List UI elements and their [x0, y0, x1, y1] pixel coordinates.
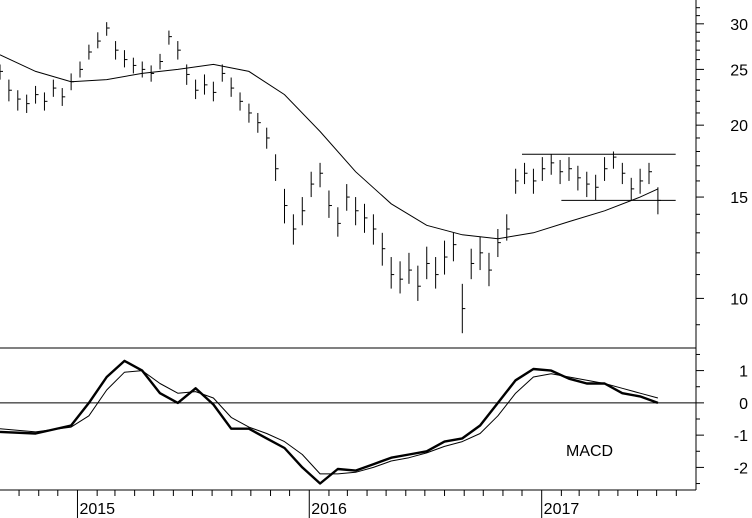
price-bar: [17, 90, 21, 111]
price-bar: [292, 214, 297, 245]
macd-signal-line: [0, 370, 659, 475]
price-panel: [0, 22, 676, 334]
price-bar: [515, 168, 519, 194]
price-bar: [221, 64, 226, 82]
price-bar: [452, 232, 457, 262]
price-bar: [203, 74, 208, 95]
price-y-tick-label: 25: [730, 62, 748, 79]
macd-y-tick-label: -2: [734, 460, 748, 477]
price-bar: [132, 57, 137, 74]
price-bar: [230, 77, 235, 97]
price-bar: [97, 32, 101, 49]
price-bar: [355, 197, 359, 226]
price-bar: [381, 232, 386, 266]
price-bar: [141, 61, 146, 78]
macd-annotation: MACD: [566, 443, 613, 460]
price-bar: [390, 257, 395, 289]
price-bar: [275, 154, 279, 181]
price-bar: [239, 92, 244, 111]
price-bar: [310, 171, 315, 198]
price-bar: [337, 207, 341, 237]
x-tick-label: 2017: [544, 501, 580, 518]
macd-panel: [0, 359, 696, 485]
price-bar: [630, 177, 635, 201]
price-bar: [372, 214, 377, 245]
macd-y-tick-label: -1: [734, 428, 748, 445]
price-bar: [79, 61, 84, 78]
price-bar: [248, 103, 252, 123]
price-bar: [426, 246, 430, 280]
price-bar: [604, 157, 608, 181]
price-bar: [639, 168, 644, 194]
price-bar: [328, 190, 332, 218]
moving-average-line: [0, 54, 659, 240]
price-bar: [532, 168, 537, 194]
price-bar: [408, 252, 412, 284]
price-bar: [488, 252, 492, 287]
price-bar: [346, 184, 350, 211]
price-bar: [417, 265, 421, 301]
price-bar: [550, 154, 555, 175]
price-bar: [195, 79, 199, 100]
price-bar: [150, 65, 155, 82]
price-bar: [470, 248, 475, 280]
price-bar: [43, 92, 48, 111]
price-bar: [461, 283, 466, 334]
price-bar: [648, 162, 653, 185]
macd-y-tick-label: 1: [739, 364, 748, 381]
x-tick-label: 2016: [311, 501, 347, 518]
price-bar: [115, 41, 119, 60]
price-bar: [123, 50, 128, 68]
price-bar: [399, 261, 404, 294]
price-bar: [479, 236, 484, 271]
price-bar: [621, 162, 626, 185]
price-bar: [257, 112, 261, 133]
price-bar: [35, 85, 39, 104]
price-bar: [541, 157, 546, 181]
price-bar: [435, 257, 439, 289]
price-bar: [0, 64, 3, 80]
price-bar: [106, 22, 110, 36]
price-bar: [506, 214, 510, 241]
price-bar: [595, 174, 599, 201]
macd-line: [0, 359, 659, 485]
price-bar: [88, 44, 92, 60]
price-bar: [61, 88, 66, 106]
price-bar: [301, 197, 306, 226]
price-bar: [319, 162, 324, 188]
price-bar: [497, 229, 501, 258]
price-bar: [283, 188, 288, 224]
price-bar: [26, 94, 30, 113]
x-tick-label: 2015: [79, 501, 115, 518]
price-bar: [364, 203, 368, 233]
price-bar: [168, 30, 172, 45]
price-bar: [568, 157, 572, 181]
price-bar: [266, 127, 270, 149]
price-bar: [212, 81, 217, 102]
price-bar: [52, 79, 57, 97]
price-bar: [559, 159, 564, 185]
price-y-tick-label: 15: [730, 190, 748, 207]
price-bar: [444, 240, 448, 275]
price-bar: [177, 41, 181, 60]
price-bar: [8, 79, 12, 102]
macd-y-tick-label: 0: [739, 396, 748, 413]
price-bar: [159, 53, 164, 70]
price-bar: [524, 162, 528, 185]
price-y-tick-label: 10: [730, 291, 748, 308]
price-y-tick-label: 20: [730, 118, 748, 135]
price-y-tick-label: 30: [730, 17, 748, 34]
price-bar: [586, 171, 590, 198]
price-bar: [577, 165, 581, 191]
